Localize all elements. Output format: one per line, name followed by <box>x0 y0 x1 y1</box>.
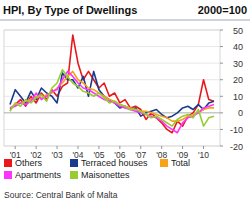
chart: HPI, By Type of Dwellings 2000=100 -20 -10 0… <box>0 0 250 202</box>
y-tick-label: 0 <box>238 108 243 118</box>
grid-line <box>4 63 220 64</box>
x-tick <box>140 146 141 149</box>
x-tick <box>36 146 37 149</box>
y-tick <box>220 112 223 113</box>
x-tick <box>182 146 183 149</box>
x-tick <box>161 146 162 149</box>
subtitle: 2000=100 <box>198 4 247 16</box>
y-tick <box>220 79 223 80</box>
grid-line <box>4 112 220 113</box>
series-line <box>10 70 214 126</box>
x-tick <box>119 146 120 149</box>
y-tick-label: -10 <box>230 125 243 135</box>
header-rule <box>0 20 250 21</box>
x-tick <box>57 146 58 149</box>
series-group <box>10 35 214 133</box>
legend-swatch <box>4 159 12 167</box>
grid-line <box>4 79 220 80</box>
series-line <box>10 71 214 121</box>
x-tick <box>15 146 16 149</box>
y-tick <box>220 46 223 47</box>
x-tick-label: '08 <box>156 150 167 160</box>
grid-line <box>4 30 220 31</box>
y-tick-label: 40 <box>233 42 243 52</box>
legend-swatch <box>70 159 78 167</box>
x-tick <box>203 146 204 149</box>
legend-swatch <box>160 159 168 167</box>
y-tick <box>220 146 223 147</box>
y-tick-label: 20 <box>233 75 243 85</box>
y-tick <box>220 63 223 64</box>
y-tick-label: 30 <box>233 59 243 69</box>
y-tick <box>220 30 223 31</box>
plot-frame <box>4 30 220 146</box>
y-tick <box>220 129 223 130</box>
y-tick-label: 50 <box>233 26 243 36</box>
y-tick-label: -20 <box>230 142 243 152</box>
x-tick <box>98 146 99 149</box>
legend-swatch <box>4 171 12 179</box>
header-bg <box>0 0 250 20</box>
x-tick-label: '10 <box>198 150 209 160</box>
legend-label: Total <box>171 158 190 168</box>
legend-label: Apartments <box>15 170 62 180</box>
x-tick <box>78 146 79 149</box>
legend-label: Terraced houses <box>81 158 148 168</box>
title: HPI, By Type of Dwellings <box>3 4 137 16</box>
legend-swatch <box>70 171 78 179</box>
x-tick-label: '03 <box>52 150 63 160</box>
grid-line <box>4 129 220 130</box>
grid-line <box>4 46 220 47</box>
y-tick-label: 10 <box>233 92 243 102</box>
series-line <box>10 35 214 133</box>
legend-label: Maisonettes <box>81 170 130 180</box>
source: Source: Central Bank of Malta <box>4 190 118 200</box>
legend-label: Others <box>15 158 43 168</box>
y-tick <box>220 96 223 97</box>
